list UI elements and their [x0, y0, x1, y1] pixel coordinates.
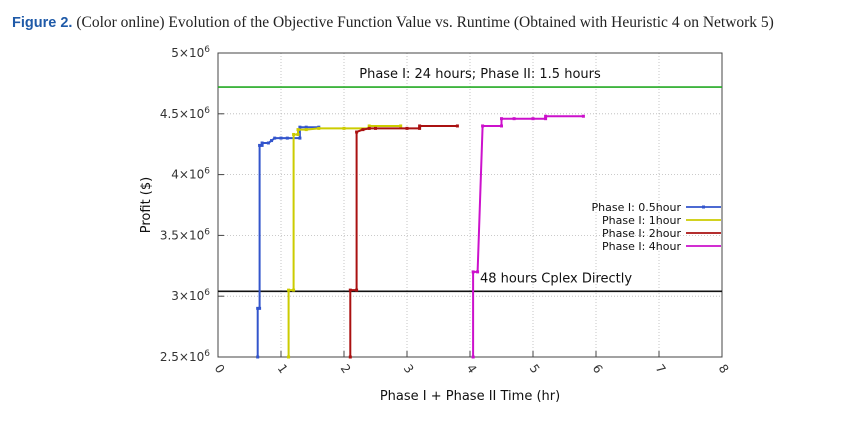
x-tick-label: 1	[275, 362, 291, 376]
series-point	[256, 355, 260, 359]
series-point	[418, 126, 422, 130]
x-tick-label: 4	[464, 362, 480, 376]
series-point	[266, 141, 270, 145]
series-point	[367, 126, 371, 130]
series-point	[471, 355, 475, 359]
series-point	[348, 355, 352, 359]
series-point	[304, 128, 308, 132]
series-point	[581, 114, 585, 118]
series-point	[287, 355, 291, 359]
series-point	[361, 128, 365, 132]
series-point	[292, 132, 296, 136]
y-tick-label: 4.5×106	[160, 106, 210, 121]
series-point	[405, 126, 409, 130]
series-point	[292, 288, 296, 292]
series-point	[355, 288, 359, 292]
series-point	[544, 114, 548, 118]
series-point	[304, 125, 308, 129]
series-point	[455, 124, 459, 128]
series-line-3	[349, 125, 458, 357]
y-tick-label: 2.5×106	[160, 349, 210, 364]
series-point	[374, 126, 377, 130]
legend-label: Phase I: 1hour	[602, 214, 681, 227]
series-point	[260, 141, 264, 145]
series-point	[296, 132, 300, 136]
series-point	[399, 124, 403, 128]
series-point	[512, 117, 516, 121]
series-point	[418, 124, 422, 128]
x-tick-label: 0	[212, 362, 228, 376]
figure-label: Figure 2.	[12, 15, 73, 31]
legend-label: Phase I: 4hour	[602, 240, 681, 253]
series-point	[348, 288, 352, 292]
series-point	[270, 139, 274, 143]
series-point	[256, 306, 260, 310]
series-point	[342, 126, 346, 130]
x-axis-label: Phase I + Phase II Time (hr)	[380, 389, 560, 404]
series-point	[258, 143, 262, 147]
series-point	[544, 117, 548, 121]
series-point	[355, 130, 359, 134]
series-lines	[256, 114, 585, 359]
y-tick-label: 3.5×106	[160, 227, 210, 242]
figure-caption-text: (Color online) Evolution of the Objectiv…	[76, 14, 774, 31]
series-point	[500, 124, 503, 128]
series-point	[298, 125, 302, 129]
x-tick-label: 6	[590, 362, 606, 376]
series-point	[279, 136, 283, 140]
x-tick-label: 3	[401, 362, 417, 376]
reference-line-label: 48 hours Cplex Directly	[480, 271, 632, 286]
series-point	[296, 128, 300, 132]
y-tick-label: 4×106	[171, 167, 210, 182]
legend-label: Phase I: 0.5hour	[592, 201, 682, 214]
series-line-4	[472, 115, 584, 357]
series-point	[285, 136, 289, 140]
series-line-2	[287, 125, 401, 357]
x-tick-label: 7	[653, 362, 669, 376]
y-axis-label: Profit ($)	[139, 177, 154, 233]
grid	[218, 53, 722, 357]
series-point	[471, 270, 475, 274]
series-point	[260, 143, 264, 147]
legend-marker	[702, 205, 705, 209]
series-point	[367, 124, 371, 128]
series-point	[531, 117, 535, 121]
series-point	[500, 117, 503, 121]
series-point	[298, 136, 302, 140]
reference-line-label: Phase I: 24 hours; Phase II: 1.5 hours	[359, 67, 601, 82]
reference-lines: Phase I: 24 hours; Phase II: 1.5 hours 48…	[218, 67, 722, 293]
series-point	[258, 306, 262, 310]
y-tick-label: 3×106	[171, 288, 210, 303]
figure-caption: Figure 2. (Color online) Evolution of th…	[12, 14, 862, 32]
series-point	[287, 288, 291, 292]
x-tick-label: 5	[527, 362, 543, 376]
x-tick-label: 2	[338, 362, 354, 376]
series-point	[476, 270, 480, 274]
legend-label: Phase I: 2hour	[602, 227, 681, 240]
y-tick-label: 5×106	[171, 45, 210, 60]
series-point	[481, 124, 485, 128]
x-tick-label: 8	[716, 362, 732, 376]
series-point	[273, 136, 277, 140]
series-point	[317, 126, 321, 130]
